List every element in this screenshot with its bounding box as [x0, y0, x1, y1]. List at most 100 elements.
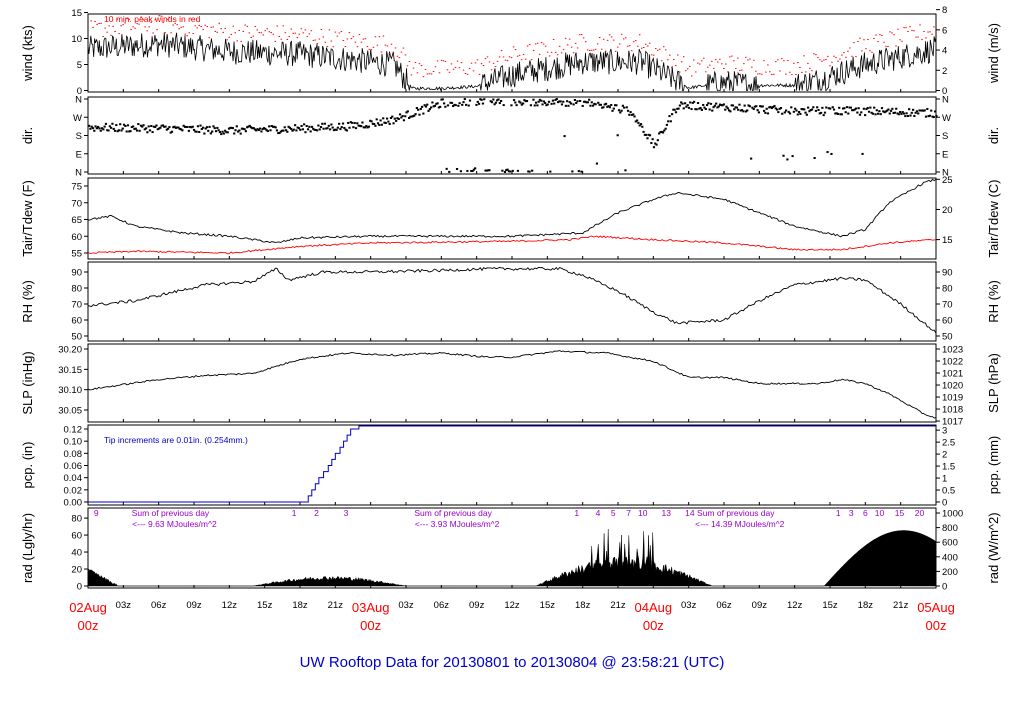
dir-point	[671, 113, 674, 116]
dir-point	[874, 113, 877, 116]
dir-point	[323, 122, 326, 125]
dir-point	[571, 170, 574, 173]
dir-point	[847, 112, 850, 115]
dir-point	[601, 106, 604, 109]
dir-point	[617, 109, 621, 112]
x-day-label: 02Aug	[69, 600, 107, 615]
dir-point	[281, 129, 284, 132]
dir-point	[413, 114, 416, 117]
dir-point	[656, 139, 659, 142]
dir-point	[340, 126, 343, 129]
dir-point	[367, 125, 371, 128]
rad-sum-label: Sum of previous day	[132, 508, 210, 518]
dir-point	[533, 104, 536, 107]
dir-point	[143, 128, 146, 131]
dir-point	[190, 126, 193, 129]
dir-point	[414, 113, 417, 116]
rad-left-tick-label: 0	[77, 582, 82, 593]
wind-right-tick-label: 6	[942, 25, 947, 36]
dir-point	[615, 104, 618, 107]
dir-point	[839, 113, 842, 116]
dir-point	[779, 107, 783, 110]
dir-point	[216, 126, 219, 129]
pcp-note: Tip increments are 0.01in. (0.254mm.)	[104, 435, 248, 445]
dir-point	[935, 114, 938, 117]
dir-point	[919, 109, 922, 112]
dir-point	[785, 109, 788, 112]
dir-point	[842, 107, 845, 110]
dir-point	[130, 126, 133, 129]
dir-point	[431, 101, 434, 104]
dir-point	[268, 125, 271, 128]
x-day-hour: 00z	[78, 618, 99, 633]
dir-point	[501, 169, 504, 172]
dir-point	[716, 106, 719, 109]
dir-point	[157, 127, 161, 130]
dir-left-tick-label: N	[75, 168, 82, 179]
dir-point	[728, 109, 731, 112]
slp-trace	[87, 350, 937, 419]
dir-point	[427, 109, 430, 112]
dir-point	[738, 103, 741, 106]
dir-point	[332, 129, 336, 132]
dir-point	[762, 109, 766, 112]
dir-point	[458, 102, 461, 105]
dir-point	[97, 125, 100, 128]
dir-point	[128, 130, 131, 133]
dir-point	[353, 122, 356, 125]
wind-ylabel-right: wind (m/s)	[986, 23, 1001, 84]
dir-point	[743, 104, 746, 107]
dir-point	[866, 107, 869, 110]
dir-point	[932, 116, 935, 119]
dir-point	[418, 113, 421, 116]
dir-point	[694, 108, 697, 111]
rad-sum-label: Sum of previous day	[414, 508, 492, 518]
pcp-left-tick-label: 0.12	[64, 425, 83, 436]
x-tick-label: 03z	[116, 600, 132, 611]
dir-point	[252, 127, 255, 130]
dir-point	[519, 101, 522, 104]
dir-point	[572, 103, 575, 106]
dir-point	[887, 108, 890, 111]
dir-point	[563, 135, 566, 138]
dir-point	[580, 170, 583, 173]
rad-left-tick-label: 20	[71, 565, 82, 576]
slp-left-tick-label: 30.15	[58, 365, 82, 376]
dir-point	[375, 118, 378, 121]
dir-point	[813, 157, 816, 160]
dir-point	[466, 169, 469, 172]
dir-point	[371, 122, 374, 125]
dir-point	[435, 102, 438, 105]
dir-point	[567, 104, 570, 107]
dir-point	[514, 101, 517, 104]
dir-point	[613, 104, 617, 107]
dir-point	[271, 125, 275, 128]
dir-point	[810, 108, 814, 111]
dir-point	[428, 108, 431, 111]
dir-point	[545, 104, 548, 107]
dir-point	[648, 134, 652, 137]
dir-point	[518, 100, 521, 103]
rad-uv-label: 13	[662, 508, 672, 518]
dir-point	[108, 125, 111, 128]
dir-point	[317, 124, 320, 127]
dir-point	[722, 103, 726, 106]
dir-point	[739, 109, 742, 112]
dir-point	[432, 105, 435, 108]
dir-point	[472, 168, 475, 171]
dir-point	[525, 100, 529, 103]
dir-point	[393, 117, 396, 120]
rh-left-tick-label: 60	[71, 316, 82, 327]
dir-point	[122, 123, 126, 126]
temp-ylabel-right: Tair/Tdew (C)	[986, 179, 1001, 257]
dir-point	[729, 110, 732, 113]
dir-point	[423, 104, 426, 107]
dir-point	[636, 119, 639, 122]
dir-point	[269, 129, 272, 132]
dir-point	[704, 108, 707, 111]
dir-point	[873, 106, 876, 109]
rad-sum-label: Sum of previous day	[697, 508, 775, 518]
wind-left-tick-label: 0	[77, 86, 82, 97]
dir-point	[772, 105, 775, 108]
dir-point	[112, 127, 115, 130]
